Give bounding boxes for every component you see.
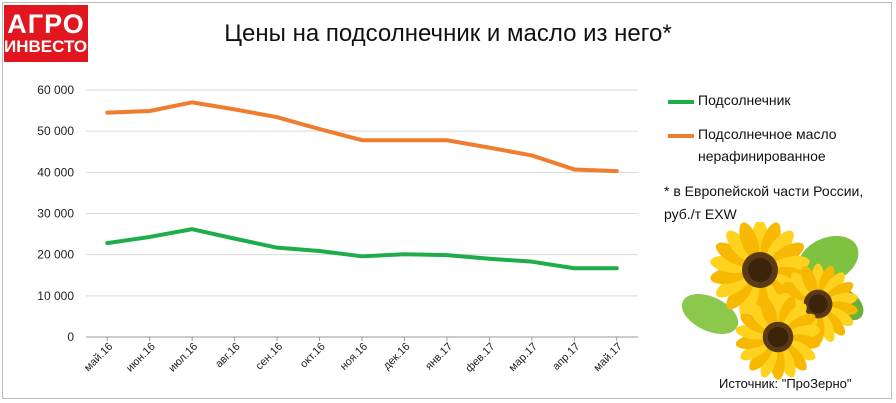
x-tick-label: июн.16 bbox=[124, 341, 158, 375]
x-tick-label: июл.16 bbox=[166, 341, 200, 375]
legend-label-sunflower: Подсолнечник bbox=[698, 92, 791, 108]
sunflower-bottom bbox=[735, 294, 821, 380]
y-tick-label: 60 000 bbox=[37, 83, 74, 97]
x-tick-label: окт.16 bbox=[298, 341, 328, 371]
legend-item-sunflower: Подсолнечник bbox=[668, 92, 837, 108]
agroinvestor-logo: АГРО ИНВЕСТОР bbox=[4, 5, 99, 62]
legend-label-oil-2: нерафинированное bbox=[698, 148, 826, 164]
x-tick-label: мар.17 bbox=[507, 341, 540, 374]
y-tick-label: 30 000 bbox=[37, 207, 74, 221]
legend: Подсолнечник Подсолнечное масло нерафини… bbox=[668, 92, 837, 164]
series-line-1 bbox=[105, 227, 619, 271]
legend-swatch-oil bbox=[668, 134, 694, 138]
legend-swatch-sunflower bbox=[668, 100, 694, 104]
x-tick-label: дек.16 bbox=[381, 341, 413, 373]
legend-label-oil-1: Подсолнечное масло bbox=[698, 126, 837, 142]
sunflowers-illustration bbox=[681, 222, 864, 380]
x-tick-label: авг.16 bbox=[213, 341, 243, 371]
x-tick-label: сен.16 bbox=[253, 341, 285, 373]
logo-line-2: ИНВЕСТОР bbox=[4, 36, 99, 56]
y-tick-label: 40 000 bbox=[37, 165, 74, 179]
footnote: * в Европейской части России, руб./т EXW bbox=[664, 180, 886, 226]
x-tick-label: янв.17 bbox=[423, 341, 455, 373]
chart-title: Цены на подсолнечник и масло из него* bbox=[224, 20, 672, 47]
x-tick-label: апр.17 bbox=[550, 341, 582, 373]
y-tick-label: 10 000 bbox=[37, 289, 74, 303]
footnote-line-1: * в Европейской части России, bbox=[664, 183, 864, 199]
series-line-2 bbox=[105, 100, 619, 174]
x-tick-label: ноя.16 bbox=[338, 341, 370, 373]
logo-line-1: АГРО bbox=[7, 8, 85, 39]
legend-item-oil: Подсолнечное масло нерафинированное bbox=[668, 126, 837, 164]
x-tick-label: май.16 bbox=[82, 341, 115, 374]
chart-frame bbox=[2, 2, 892, 399]
y-tick-label: 50 000 bbox=[37, 124, 74, 138]
y-tick-label: 0 bbox=[67, 330, 74, 344]
x-tick-label: май.17 bbox=[592, 341, 625, 374]
y-tick-label: 20 000 bbox=[37, 248, 74, 262]
source-note: Источник: "ПроЗерно" bbox=[719, 376, 852, 391]
x-tick-label: фев.17 bbox=[463, 341, 497, 375]
footnote-line-2: руб./т EXW bbox=[664, 206, 737, 222]
